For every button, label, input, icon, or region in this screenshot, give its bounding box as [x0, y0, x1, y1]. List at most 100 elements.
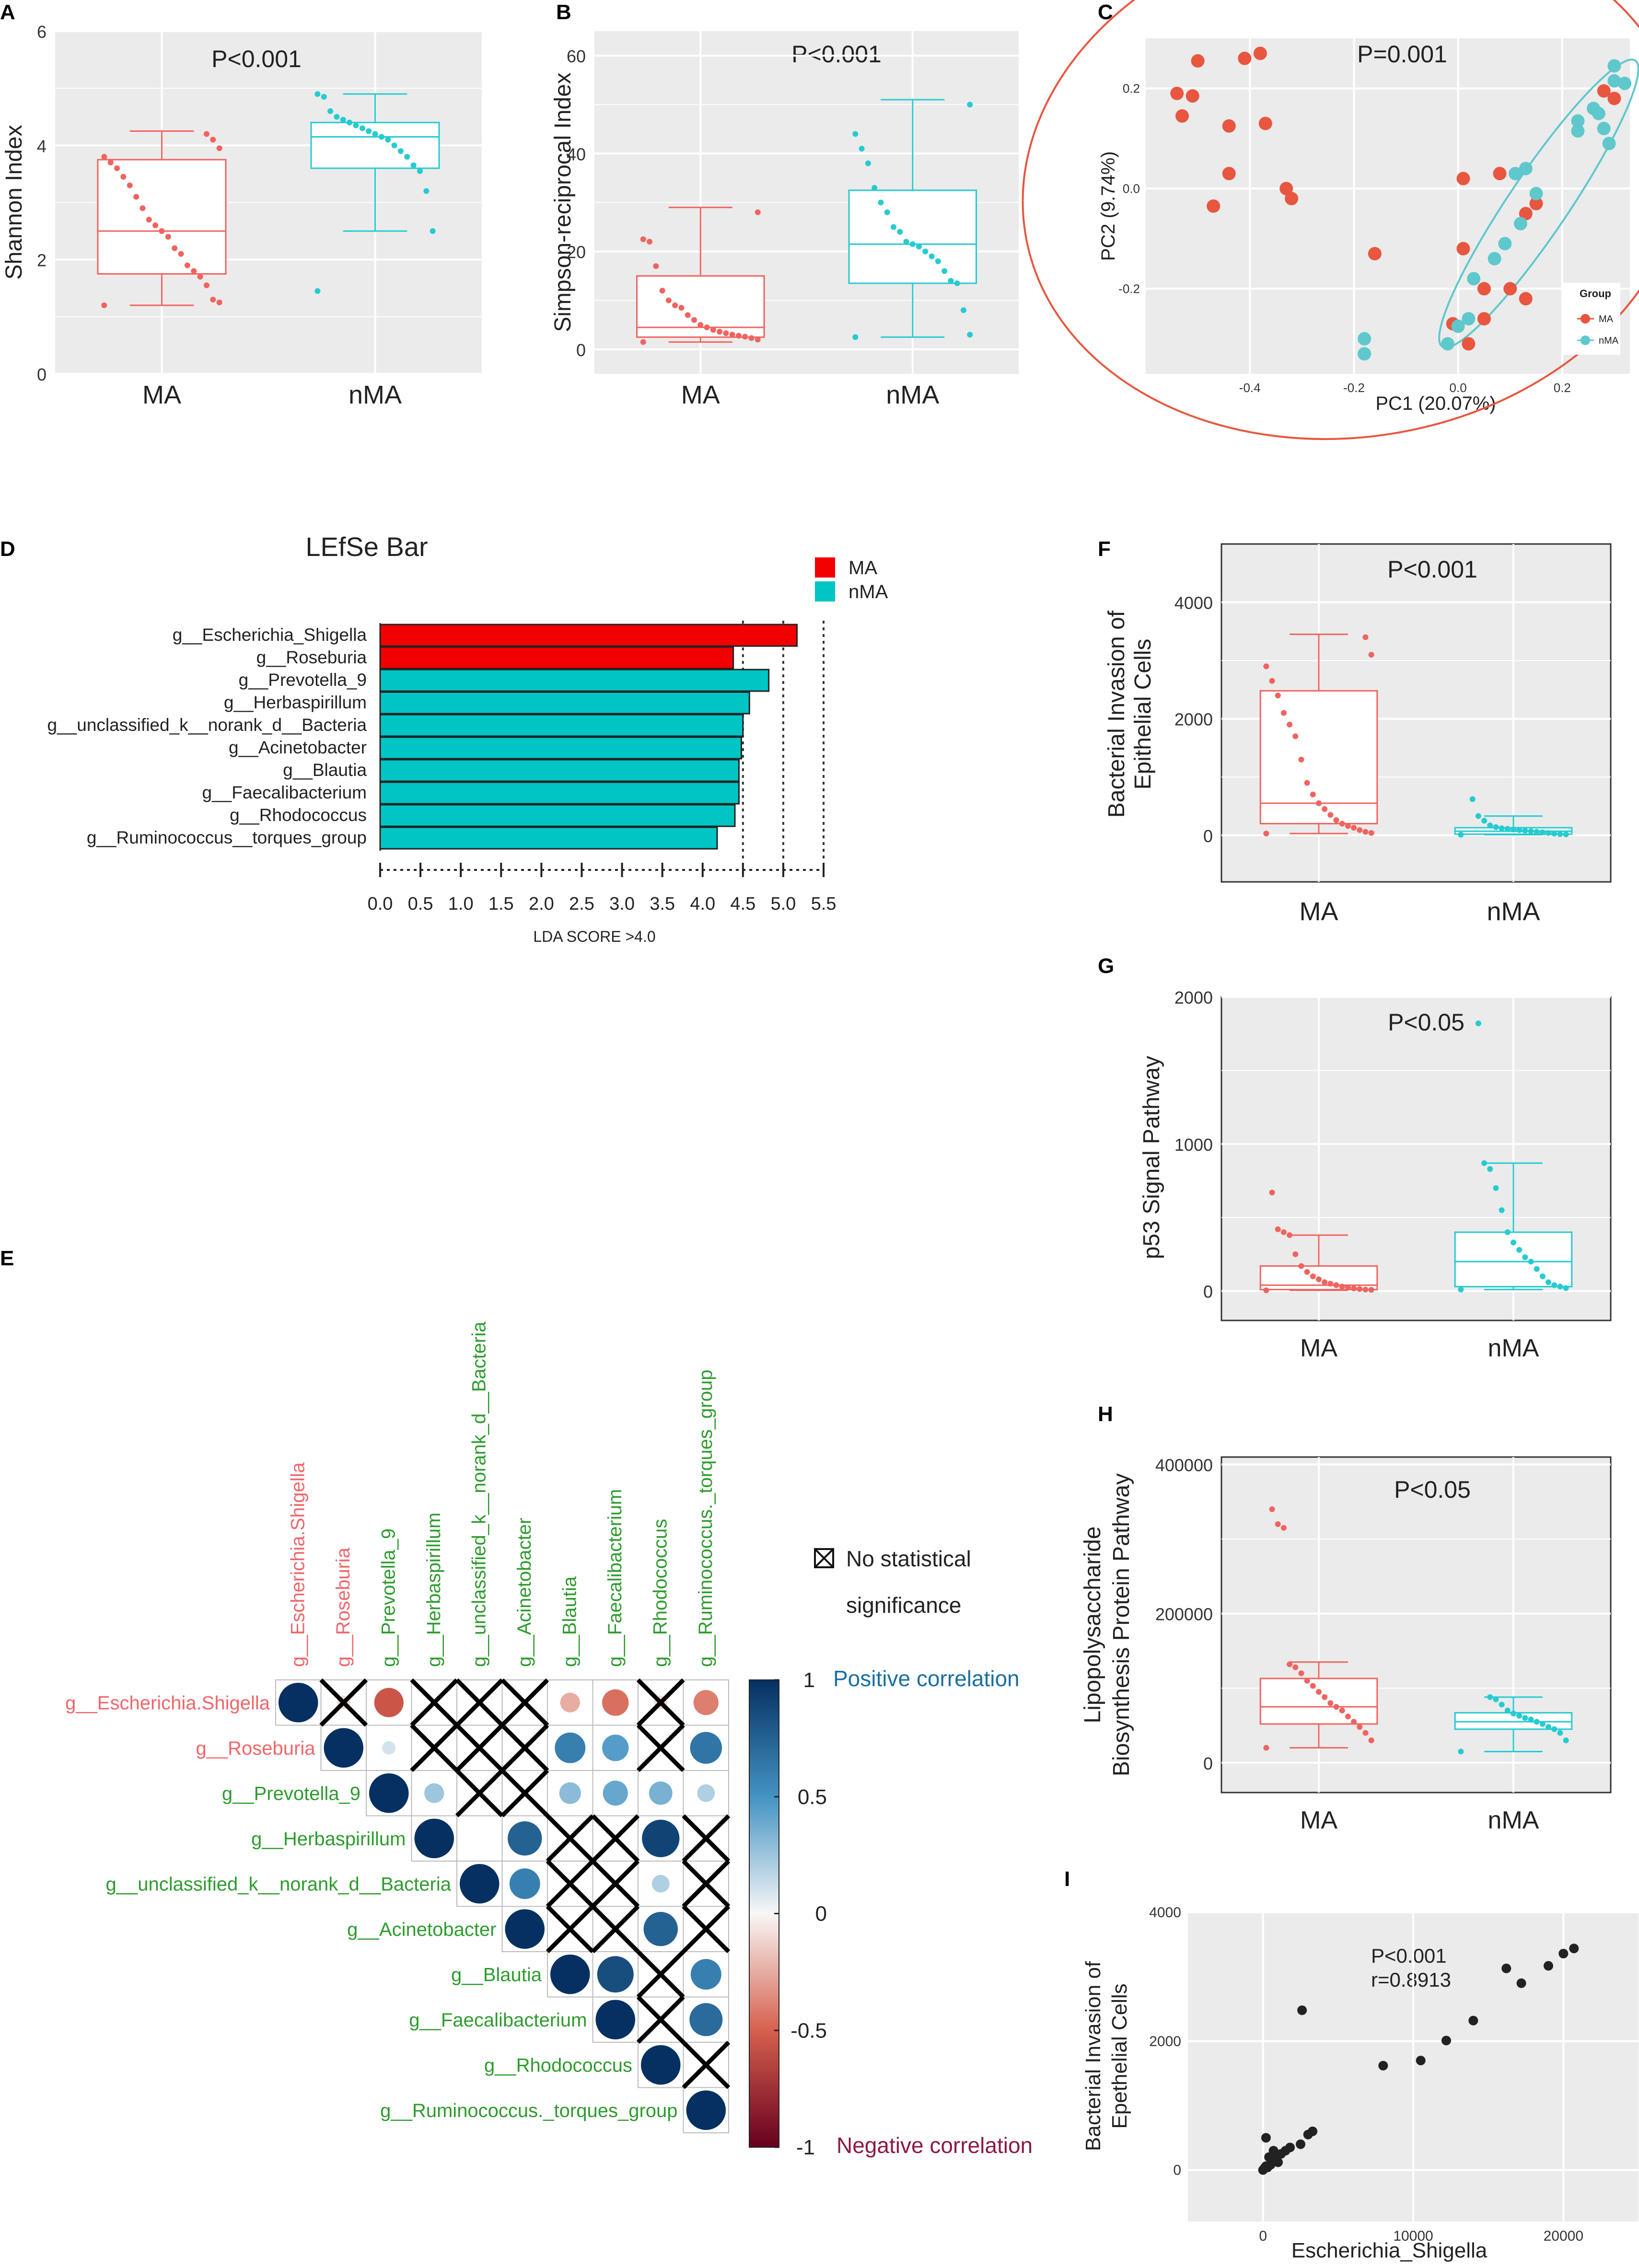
panel-f-ma-point: [1287, 721, 1293, 728]
panel-e-corr-circle: [689, 2003, 723, 2037]
panel-b-nma-point: [954, 280, 960, 287]
panel-e-nonsig-cross: [500, 1769, 549, 1817]
panel-h-nma-point: [1539, 1721, 1546, 1727]
panel-b-nma-point: [872, 185, 878, 191]
panel-c-ma-point: [1222, 119, 1236, 133]
panel-letter-b: B: [556, 0, 571, 24]
panel-b-nma-point: [865, 160, 871, 166]
panel-b-ytick-label: 20: [567, 243, 586, 262]
panel-c-nma-point: [1467, 272, 1481, 286]
panel-i-point: [1297, 2005, 1307, 2015]
panel-d-category-label: g__Prevotella_9: [239, 670, 367, 690]
panel-g-title: P<0.05: [1388, 1009, 1465, 1036]
panel-b-nma-point: [852, 131, 859, 137]
panel-e-row-label: g__Prevotella_9: [222, 1783, 360, 1804]
panel-b-ma-point: [678, 305, 685, 311]
panel-a-nma-point: [385, 137, 391, 143]
panel-d-category-label: g__Faecalibacterium: [202, 783, 367, 802]
panel-d-xtick-label: 0.0: [368, 894, 393, 914]
panel-d-xtick-label: 4.5: [730, 894, 756, 914]
panel-c-ytick-label: 0.0: [1123, 181, 1140, 196]
panel-i-point: [1441, 2036, 1451, 2046]
panel-b-ma-point: [640, 339, 646, 345]
panel-e-legend-nonsig-2: significance: [846, 1593, 961, 1618]
panel-h-nma-point: [1551, 1726, 1558, 1732]
panel-b-nma-point: [909, 241, 916, 247]
panel-letter-i: I: [1064, 1867, 1070, 1891]
panel-e-col-label: g__Blautia: [559, 1576, 580, 1667]
panel-g-nma-point: [1504, 1229, 1511, 1235]
panel-a-ma-point: [165, 234, 171, 240]
panel-b-xtick-label: nMA: [886, 381, 939, 409]
panel-g-nma-point: [1557, 1284, 1563, 1290]
panel-e-corr-circle: [374, 1688, 404, 1717]
panel-e-corr-circle: [324, 1728, 363, 1768]
panel-letter-e: E: [0, 1247, 14, 1270]
panel-e-colorbar-label: 0: [815, 1902, 827, 1926]
panel-h-nma-point: [1504, 1707, 1511, 1713]
panel-c-ma-point: [1191, 54, 1205, 68]
panel-i-point: [1296, 2139, 1305, 2149]
panel-h-lps-boxplot: P<0.05 Lipopolysaccharide Biosynthesis P…: [1080, 1456, 1612, 1834]
panel-h-nma-point: [1487, 1694, 1493, 1700]
panel-e-nonsig-cross: [455, 1724, 504, 1772]
panel-d-lefse-bar: LEfSe Bar MA nMA g__Escherichia_Shigella…: [47, 532, 888, 945]
panel-h-ma-point: [1275, 1521, 1281, 1527]
panel-e-corr-circle: [697, 1784, 715, 1802]
panel-e-nonsig-cross: [682, 1859, 731, 1908]
panel-i-ytick-label: 0: [1173, 2163, 1181, 2178]
panel-c-ytick-label: -0.2: [1118, 281, 1140, 296]
panel-b-nma-point: [922, 248, 929, 255]
panel-c-ma-point: [1519, 207, 1533, 220]
panel-e-row-label: g__Faecalibacterium: [409, 2010, 587, 2031]
panel-h-ytick-label: 200000: [1155, 1605, 1213, 1624]
panel-e-corr-circle: [424, 1783, 444, 1803]
panel-g-ma-point: [1304, 1269, 1310, 1275]
panel-c-nma-point: [1358, 332, 1372, 346]
panel-e-col-label: g__Roseburia: [333, 1547, 354, 1667]
panel-e-corr-circle: [414, 1818, 454, 1858]
panel-g-ma-point: [1322, 1279, 1328, 1285]
panel-a-nma-point: [410, 162, 417, 169]
panel-d-legend: MA nMA: [815, 557, 888, 602]
panel-a-nma-point: [347, 119, 353, 126]
panel-i-point: [1558, 1949, 1569, 1958]
panel-g-ma-point: [1357, 1286, 1363, 1292]
panel-f-ma-point: [1362, 829, 1369, 835]
panel-e-nonsig-cross: [682, 1814, 731, 1863]
panel-a-shannon-boxplot: P<0.001 Shannon Index 0 2 4 6 MA nMA: [1, 22, 482, 409]
panel-letter-d: D: [0, 537, 15, 561]
panel-f-ma-point: [1269, 678, 1275, 684]
panel-f-ma-point: [1345, 823, 1351, 829]
panel-e-row-label: g__Herbaspirillum: [251, 1828, 406, 1850]
panel-f-ma-point: [1304, 780, 1310, 786]
panel-b-ma-point: [755, 336, 761, 343]
panel-e-colorbar: 1 0.5 0 -0.5 -1: [749, 1668, 827, 2159]
panel-a-xtick-label: nMA: [349, 381, 402, 409]
panel-g-ma-point: [1287, 1232, 1293, 1238]
panel-h-ma-point: [1339, 1707, 1345, 1713]
panel-e-corr-circle: [595, 2000, 635, 2039]
panel-i-point: [1264, 2152, 1274, 2162]
panel-a-nma-point: [327, 108, 334, 114]
panel-g-ma-point: [1362, 1286, 1369, 1293]
panel-b-ma-point: [742, 334, 748, 340]
panel-c-xtick-label: -0.4: [1239, 381, 1261, 395]
panel-d-xtick-label: 3.0: [609, 894, 635, 914]
panel-b-ma-point: [729, 332, 735, 338]
panel-f-ma-point: [1327, 812, 1334, 818]
panel-i-point: [1261, 2133, 1271, 2143]
panel-letter-a: A: [0, 0, 15, 24]
panel-b-nma-point: [967, 102, 973, 108]
panel-e-col-label: g__Herbaspirillum: [423, 1513, 444, 1667]
panel-h-nma-point: [1528, 1716, 1534, 1723]
panel-a-nma-point: [353, 122, 359, 128]
panel-f-ytick-label: 2000: [1174, 710, 1213, 729]
panel-g-nma-point: [1475, 1020, 1481, 1027]
panel-g-nma-point: [1534, 1266, 1540, 1272]
panel-h-ma-point: [1357, 1724, 1363, 1730]
panel-e-col-label: g__Escherichia.Shigella: [287, 1462, 308, 1667]
panel-h-nma-point: [1557, 1730, 1563, 1736]
panel-b-nma-point: [884, 209, 890, 215]
panel-h-ma-point: [1362, 1730, 1369, 1736]
